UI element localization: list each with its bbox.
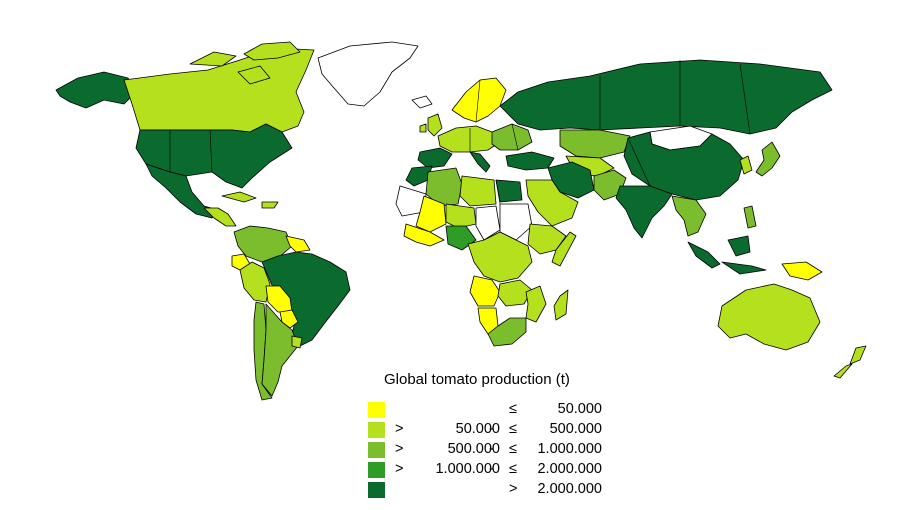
region-niger: [445, 203, 477, 229]
legend-comparator: >: [509, 481, 518, 497]
region-indonesia: [687, 235, 767, 275]
region-madagascar: [553, 289, 569, 321]
legend-row-class-3: > 500.000 - ≤ 1.000.000: [368, 441, 618, 460]
legend-row-class-4: > 1.000.000 - ≤ 2.000.000: [368, 461, 618, 480]
region-morocco: [405, 165, 433, 187]
legend-gt: >: [395, 441, 404, 457]
region-australia: [717, 283, 821, 351]
region-se-asia: [671, 195, 707, 237]
region-sudan: [499, 203, 533, 241]
region-central-america: [203, 207, 237, 227]
legend-dash: -: [489, 441, 494, 457]
legend-swatch-class-5: [368, 482, 385, 498]
region-japan: [755, 141, 781, 177]
region-argentina: [261, 303, 299, 397]
legend-dash: -: [489, 461, 494, 477]
legend-comparator: ≤: [509, 421, 517, 437]
region-turkey: [505, 151, 555, 171]
region-west-sahara: [395, 185, 427, 217]
legend-lower-bound: 1.000.000: [435, 461, 500, 477]
region-kazakhstan: [559, 129, 631, 159]
legend-row-class-2: > 50.000 - ≤ 500.000: [368, 421, 618, 440]
region-iceland: [411, 95, 433, 109]
legend-swatch-class-1: [368, 402, 385, 418]
region-iberia: [417, 147, 453, 169]
region-greenland: [317, 41, 419, 107]
region-uruguay: [291, 335, 303, 349]
region-west-europe: [437, 125, 501, 153]
region-east-europe: [491, 123, 533, 151]
region-russia: [499, 59, 833, 135]
region-chad: [475, 205, 501, 241]
legend-comparator: ≤: [509, 461, 517, 477]
legend-swatch-class-2: [368, 422, 385, 438]
legend-row-class-5: > 2.000.000: [368, 481, 618, 500]
region-korea: [739, 155, 753, 175]
region-egypt: [495, 179, 523, 203]
region-central-africa: [467, 231, 533, 283]
region-alaska: [55, 71, 137, 109]
region-india: [615, 185, 673, 239]
legend-gt: >: [395, 421, 404, 437]
legend-upper-bound: 1.000.000: [537, 441, 602, 457]
region-somalia: [551, 231, 577, 267]
legend-swatch-class-3: [368, 442, 385, 458]
region-colombia: [233, 225, 293, 263]
legend-upper-bound: 2.000.000: [537, 461, 602, 477]
region-canada-islands: [189, 41, 301, 85]
legend-dash: -: [489, 421, 494, 437]
legend-lower-bound: 500.000: [447, 441, 500, 457]
legend-swatch-class-4: [368, 462, 385, 478]
legend-lower-bound: 50.000: [455, 421, 500, 437]
region-mozambique: [525, 285, 547, 323]
region-new-zealand: [833, 345, 867, 379]
region-uk: [419, 113, 443, 137]
legend-row-class-1: ≤ 50.000: [368, 401, 618, 420]
region-west-africa-coast: [403, 223, 445, 247]
region-angola: [469, 275, 501, 307]
region-arabia: [525, 179, 579, 227]
region-scandinavia: [451, 77, 507, 123]
border-lines: [169, 60, 751, 205]
region-philippines: [743, 205, 757, 229]
region-caribbean: [221, 191, 279, 209]
region-libya: [459, 175, 497, 207]
region-zambia: [497, 279, 533, 307]
region-chile: [253, 301, 273, 401]
region-new-guinea: [781, 261, 823, 281]
legend-upper-bound: 2.000.000: [537, 481, 602, 497]
region-guyanas: [285, 235, 311, 253]
region-south-africa: [487, 317, 527, 347]
legend-comparator: ≤: [509, 401, 517, 417]
region-china: [623, 131, 745, 201]
legend-upper-bound: 50.000: [557, 401, 602, 417]
legend-gt: >: [395, 461, 404, 477]
legend-title: Global tomato production (t): [384, 371, 570, 388]
legend-comparator: ≤: [509, 441, 517, 457]
region-italy: [469, 151, 491, 173]
legend-upper-bound: 500.000: [549, 421, 602, 437]
